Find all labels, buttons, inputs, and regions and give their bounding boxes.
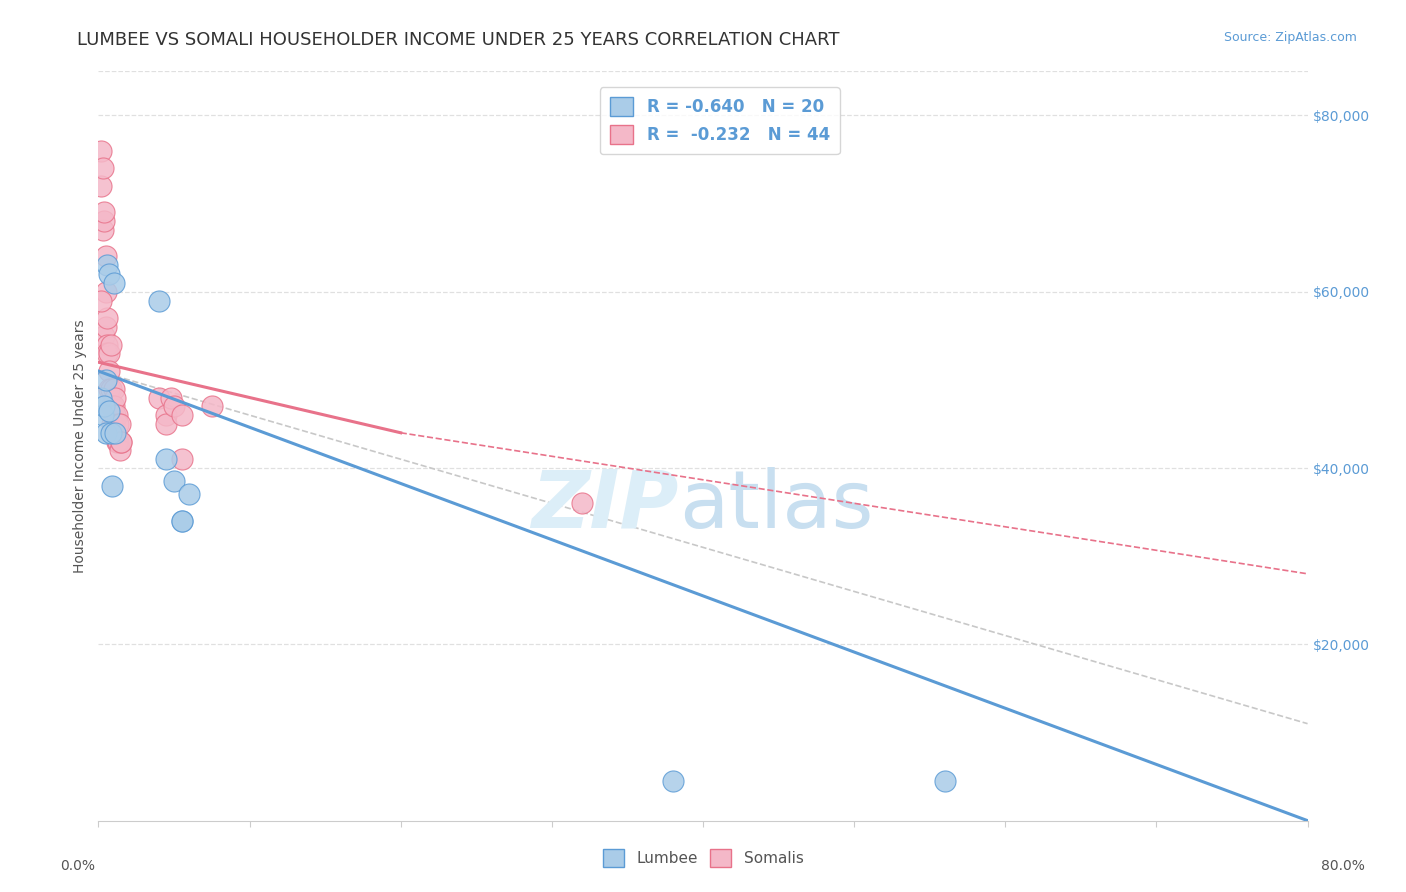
Point — [90, 144, 112, 158]
Point — [96, 258, 118, 272]
Point — [90, 391, 112, 405]
Point — [100, 382, 122, 396]
Point — [170, 452, 193, 467]
Text: ZIP: ZIP — [531, 467, 679, 545]
Point — [107, 417, 129, 431]
Point — [103, 417, 125, 431]
Text: 0.0%: 0.0% — [60, 859, 94, 872]
Point — [201, 400, 224, 414]
Point — [103, 382, 125, 396]
Point — [93, 400, 115, 414]
Point — [100, 400, 122, 414]
Point — [96, 311, 118, 326]
Point — [96, 346, 118, 360]
Point — [155, 408, 177, 422]
Text: atlas: atlas — [679, 467, 873, 545]
Point — [90, 178, 112, 193]
Point — [155, 452, 177, 467]
Point — [170, 514, 193, 528]
Point — [98, 364, 121, 378]
Point — [110, 434, 132, 449]
Point — [934, 774, 956, 789]
Y-axis label: Householder Income Under 25 years: Householder Income Under 25 years — [73, 319, 87, 573]
Point — [93, 214, 115, 228]
Point — [96, 337, 118, 351]
Point — [100, 425, 122, 440]
Point — [160, 391, 183, 405]
Point — [661, 774, 683, 789]
Point — [101, 417, 124, 431]
Point — [103, 400, 125, 414]
Point — [110, 434, 132, 449]
Point — [94, 250, 117, 264]
Point — [105, 434, 128, 449]
Point — [108, 417, 131, 431]
Point — [91, 223, 114, 237]
Point — [571, 496, 593, 510]
Point — [148, 293, 170, 308]
Point — [93, 328, 115, 343]
Point — [100, 337, 122, 351]
Point — [98, 346, 121, 360]
Point — [94, 320, 117, 334]
Point — [104, 408, 127, 422]
Point — [107, 434, 129, 449]
Point — [94, 425, 117, 440]
Point — [101, 478, 124, 492]
Point — [170, 514, 193, 528]
Point — [163, 475, 186, 489]
Point — [104, 425, 127, 440]
Point — [179, 487, 201, 501]
Text: Source: ZipAtlas.com: Source: ZipAtlas.com — [1223, 31, 1357, 45]
Point — [98, 382, 121, 396]
Point — [98, 403, 121, 417]
Point — [155, 417, 177, 431]
Point — [91, 161, 114, 176]
Point — [98, 267, 121, 281]
Point — [94, 285, 117, 299]
Point — [108, 443, 131, 458]
Point — [94, 373, 117, 387]
Text: 80.0%: 80.0% — [1320, 859, 1365, 872]
Point — [91, 408, 114, 422]
Point — [148, 391, 170, 405]
Point — [170, 408, 193, 422]
Point — [103, 276, 125, 290]
Point — [104, 391, 127, 405]
Point — [101, 400, 124, 414]
Legend: Lumbee, Somalis: Lumbee, Somalis — [596, 843, 810, 873]
Point — [105, 408, 128, 422]
Point — [163, 400, 186, 414]
Point — [90, 293, 112, 308]
Point — [93, 205, 115, 219]
Text: LUMBEE VS SOMALI HOUSEHOLDER INCOME UNDER 25 YEARS CORRELATION CHART: LUMBEE VS SOMALI HOUSEHOLDER INCOME UNDE… — [77, 31, 839, 49]
